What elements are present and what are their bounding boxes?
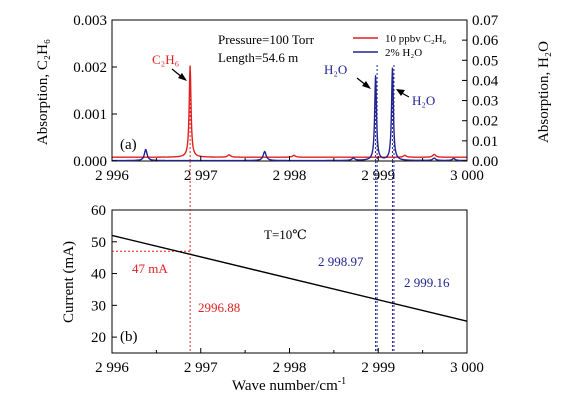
panel-a-series bbox=[112, 65, 467, 162]
panel-b-label: (b) bbox=[120, 329, 138, 345]
spectrum-line-c2h6 bbox=[112, 65, 467, 158]
panel-b-x-tick-label-0: 2 996 bbox=[95, 360, 129, 376]
temperature-annotation: T=10℃ bbox=[264, 227, 307, 242]
panel-b-y-tick-label-3: 50 bbox=[91, 235, 106, 251]
panel-b-x-tick-label-1: 2 997 bbox=[184, 360, 218, 376]
panel-a-x-tick-label-4: 3 000 bbox=[450, 168, 484, 184]
panel-a-left-tick-label-0: 0.000 bbox=[73, 154, 107, 170]
panel-a-x-tick-label-0: 2 996 bbox=[95, 168, 129, 184]
panel-b-y-tick-label-0: 20 bbox=[91, 330, 106, 346]
peak-label-h2o-2: H₂O bbox=[412, 93, 435, 108]
panel-b-y-tick-label-1: 30 bbox=[91, 298, 106, 314]
panel-a-right-tick-label-6: 0.06 bbox=[472, 33, 499, 49]
legend: 10 ppbv C₂H₆ 2% H₂O bbox=[353, 33, 447, 59]
arrow-h2o-1 bbox=[356, 77, 371, 89]
panel-a-label: (a) bbox=[120, 137, 137, 153]
legend-c2h6-label: 10 ppbv C₂H₆ bbox=[385, 33, 447, 45]
panel-b-y-axis-title: Current (mA) bbox=[61, 241, 77, 323]
panel-a-x-tick-label-3: 2 999 bbox=[361, 168, 395, 184]
panel-a-right-tick-label-5: 0.05 bbox=[472, 53, 498, 69]
arrow-h2o-2 bbox=[396, 89, 410, 98]
current-line bbox=[111, 234, 468, 322]
length-annotation: Length=54.6 m bbox=[218, 50, 298, 65]
marker-label-c2h6: 2996.88 bbox=[198, 300, 240, 315]
panel-a-guides bbox=[189, 75, 393, 161]
marker-label-h2o-1: 2 998.97 bbox=[318, 254, 364, 269]
panel-a-right-tick-label-1: 0.01 bbox=[472, 134, 498, 150]
panel-b-series bbox=[111, 234, 468, 322]
panel-a-right-tick-label-0: 0.00 bbox=[472, 154, 498, 170]
peak-label-h2o-1: H₂O bbox=[324, 62, 347, 77]
peak-label-c2h6: C₂H₆ bbox=[152, 52, 179, 67]
spectrum-line-h2o bbox=[112, 67, 467, 162]
panel-b-x-tick-label-3: 2 999 bbox=[361, 360, 395, 376]
panel-b-x-tick-label-4: 3 000 bbox=[450, 360, 484, 376]
arrow-c2h6 bbox=[171, 68, 187, 81]
panel-a-x-axis: 2 996 2 997 2 998 2 999 3 000 bbox=[95, 156, 484, 184]
x-axis-title-text: Wave number/cm bbox=[232, 378, 338, 394]
panel-a-right-tick-label-7: 0.07 bbox=[472, 13, 499, 29]
panel-a-left-axis-title: Absorption, C₂H₆ bbox=[35, 39, 51, 145]
panel-a-right-axis: 0.00 0.01 0.02 0.03 0.04 0.05 0.06 0.07 bbox=[462, 13, 499, 170]
panel-a-right-tick-label-2: 0.02 bbox=[472, 114, 498, 130]
x-axis-title-superscript: -1 bbox=[338, 376, 346, 387]
panel-b-guides bbox=[112, 65, 395, 353]
panel-a-right-axis-title: Absorption, H₂O bbox=[536, 41, 552, 143]
panel-a-left-axis: 0.000 0.001 0.002 0.003 bbox=[73, 13, 117, 170]
panel-a-right-tick-label-4: 0.04 bbox=[472, 73, 499, 89]
x-axis-title: Wave number/cm-1 bbox=[232, 376, 346, 394]
panel-a-left-tick-label-1: 0.001 bbox=[73, 107, 107, 123]
pressure-annotation: Pressure=100 Torr bbox=[218, 32, 315, 47]
panel-a-left-tick-label-3: 0.003 bbox=[73, 13, 107, 29]
panel-a-left-tick-label-2: 0.002 bbox=[73, 60, 107, 76]
current-value-label: 47 mA bbox=[132, 261, 168, 276]
panel-b-x-axis: 2 996 2 997 2 998 2 999 3 000 bbox=[95, 348, 484, 376]
legend-h2o-label: 2% H₂O bbox=[385, 47, 422, 59]
panel-a-right-tick-label-3: 0.03 bbox=[472, 94, 498, 110]
panel-b-y-tick-label-4: 60 bbox=[91, 203, 106, 219]
panel-b-left-axis: 20 30 40 50 60 bbox=[91, 203, 117, 346]
panel-a-x-tick-label-1: 2 997 bbox=[184, 168, 218, 184]
panel-b-x-tick-label-2: 2 998 bbox=[273, 360, 307, 376]
marker-label-h2o-2: 2 999.16 bbox=[404, 275, 450, 290]
panel-a-x-tick-label-2: 2 998 bbox=[273, 168, 307, 184]
panel-b-y-tick-label-2: 40 bbox=[91, 267, 106, 283]
